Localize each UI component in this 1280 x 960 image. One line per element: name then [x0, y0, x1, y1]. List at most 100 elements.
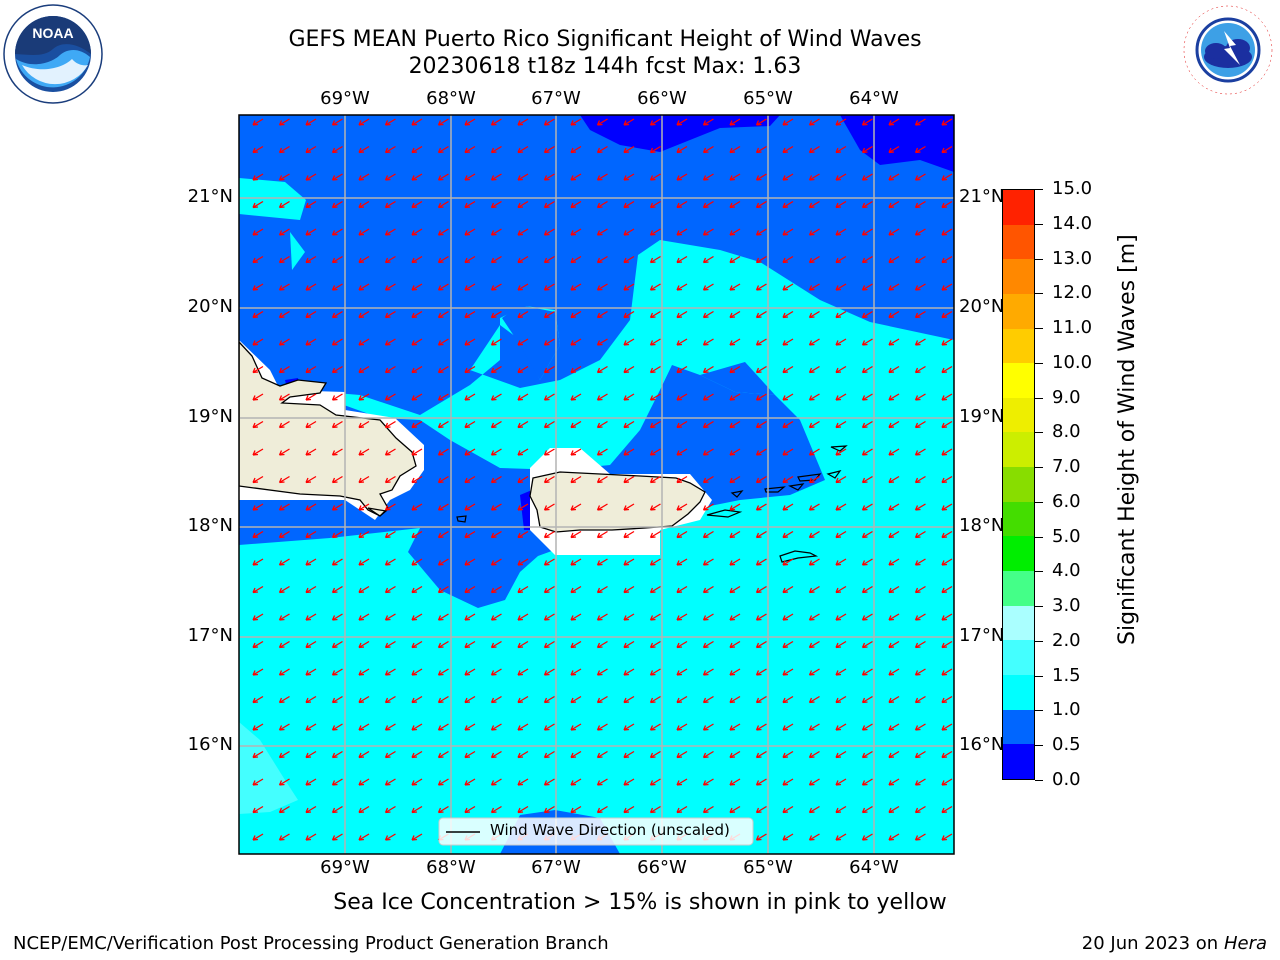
- colorbar-tick-label: 4.0: [1052, 560, 1081, 582]
- colorbar-tick-label: 1.0: [1052, 699, 1081, 721]
- wind-wave-arrow: [596, 640, 608, 649]
- wind-wave-arrow: [941, 585, 953, 594]
- wind-wave-arrow: [835, 118, 847, 126]
- wind-wave-arrow: [358, 255, 370, 264]
- wind-wave-arrow: [888, 448, 900, 456]
- wind-wave-arrow: [808, 833, 820, 841]
- land-anegada: [830, 445, 848, 452]
- wind-wave-arrow: [755, 695, 767, 704]
- wind-wave-arrow: [278, 393, 290, 401]
- wind-wave-arrow: [835, 283, 847, 291]
- wind-wave-arrow: [331, 145, 343, 154]
- lon-label-bottom-65: 65°W: [743, 857, 793, 878]
- wind-wave-arrow: [331, 118, 343, 126]
- wind-wave-arrow: [305, 723, 317, 731]
- land-st-thomas: [764, 486, 786, 493]
- wind-wave-arrow: [729, 173, 741, 181]
- colorbar-tick: [1035, 362, 1043, 364]
- wind-wave-arrow: [437, 750, 449, 759]
- wind-wave-arrow: [596, 530, 608, 539]
- wind-wave-arrow: [305, 668, 317, 676]
- wind-wave-arrow: [384, 503, 396, 511]
- wind-wave-arrow: [782, 475, 794, 484]
- wind-wave-arrow: [702, 283, 714, 291]
- lat-label-left-21: 21°N: [187, 186, 233, 207]
- wind-wave-arrow: [596, 365, 608, 374]
- wind-wave-arrow: [384, 805, 396, 814]
- wind-wave-arrow: [570, 530, 582, 539]
- wind-wave-arrow: [305, 283, 317, 291]
- wind-wave-arrow: [517, 173, 529, 181]
- wind-wave-arrow: [835, 338, 847, 346]
- wind-wave-arrow: [755, 805, 767, 814]
- colorbar-segment: [1003, 467, 1034, 502]
- wind-wave-arrow: [808, 613, 820, 621]
- wind-wave-arrow: [331, 420, 343, 429]
- wind-wave-arrow: [358, 448, 370, 456]
- wind-wave-arrow: [384, 228, 396, 236]
- wind-wave-arrow: [941, 145, 953, 154]
- nws-logo: [1182, 4, 1274, 96]
- wind-wave-arrow: [278, 420, 290, 429]
- wind-wave-arrow: [596, 668, 608, 676]
- wind-wave-arrow: [464, 503, 476, 511]
- wind-wave-arrow: [517, 723, 529, 731]
- wind-wave-arrow: [464, 365, 476, 374]
- wind-wave-arrow: [729, 145, 741, 154]
- wind-wave-arrow: [384, 695, 396, 704]
- wind-wave-arrow: [543, 393, 555, 401]
- wind-wave-arrow: [411, 173, 423, 181]
- wind-wave-arrow: [437, 118, 449, 126]
- wind-wave-arrow: [331, 668, 343, 676]
- wind-wave-arrow: [808, 695, 820, 704]
- wind-wave-arrow: [914, 503, 926, 511]
- wind-wave-arrow: [278, 805, 290, 814]
- wind-wave-arrow: [543, 283, 555, 291]
- wind-wave-arrow: [914, 668, 926, 676]
- wind-wave-arrow: [914, 255, 926, 264]
- wind-wave-arrow: [570, 255, 582, 264]
- land-st-john: [788, 483, 805, 491]
- wind-wave-arrow: [623, 420, 635, 429]
- wind-wave-arrow: [941, 420, 953, 429]
- wind-wave-arrow: [676, 503, 688, 511]
- wind-wave-arrow: [861, 833, 873, 841]
- colorbar-tick-label: 5.0: [1052, 525, 1081, 547]
- land-vieques: [706, 509, 743, 518]
- wind-wave-arrow: [782, 640, 794, 649]
- wind-wave-arrow: [331, 283, 343, 291]
- wind-wave-arrow: [623, 695, 635, 704]
- wind-wave-arrow: [649, 750, 661, 759]
- wind-wave-arrow: [808, 475, 820, 484]
- wind-wave-arrow: [278, 503, 290, 511]
- lon-label-top-69: 69°W: [320, 88, 370, 109]
- wind-wave-arrow: [676, 283, 688, 291]
- wind-wave-arrow: [278, 448, 290, 456]
- wind-wave-arrow: [570, 448, 582, 456]
- wind-wave-arrow: [649, 475, 661, 484]
- wind-wave-arrow: [782, 255, 794, 264]
- lat-label-left-20: 20°N: [187, 296, 233, 317]
- wind-wave-arrow: [331, 200, 343, 209]
- wind-wave-arrow: [411, 503, 423, 511]
- wind-wave-arrow: [384, 640, 396, 649]
- wind-wave-arrow: [755, 503, 767, 511]
- wind-wave-arrow: [517, 778, 529, 786]
- wind-wave-arrow: [305, 585, 317, 594]
- wind-wave-arrow: [490, 200, 502, 209]
- credit-date: 20 Jun 2023 on Hera: [1082, 933, 1267, 954]
- wind-wave-arrow: [543, 448, 555, 456]
- wind-wave-arrow: [676, 255, 688, 264]
- wind-wave-arrow: [888, 200, 900, 209]
- wind-wave-arrow: [252, 695, 264, 704]
- wind-wave-arrow: [437, 338, 449, 346]
- wind-wave-arrow: [835, 833, 847, 841]
- wind-wave-arrow: [490, 585, 502, 594]
- wind-wave-arrow: [305, 393, 317, 401]
- wind-wave-arrow: [252, 723, 264, 731]
- wind-wave-arrow: [782, 558, 794, 566]
- colorbar-segment: [1003, 432, 1034, 468]
- wind-wave-arrow: [808, 228, 820, 236]
- wind-wave-arrow: [411, 393, 423, 401]
- arrow-legend-label: Wind Wave Direction (unscaled): [490, 821, 730, 839]
